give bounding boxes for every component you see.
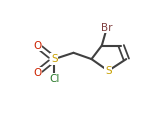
Text: O: O <box>33 68 42 78</box>
Text: S: S <box>105 66 112 76</box>
Text: Cl: Cl <box>49 74 59 84</box>
Text: O: O <box>33 41 42 51</box>
Text: S: S <box>51 54 57 64</box>
Text: Br: Br <box>101 23 113 33</box>
